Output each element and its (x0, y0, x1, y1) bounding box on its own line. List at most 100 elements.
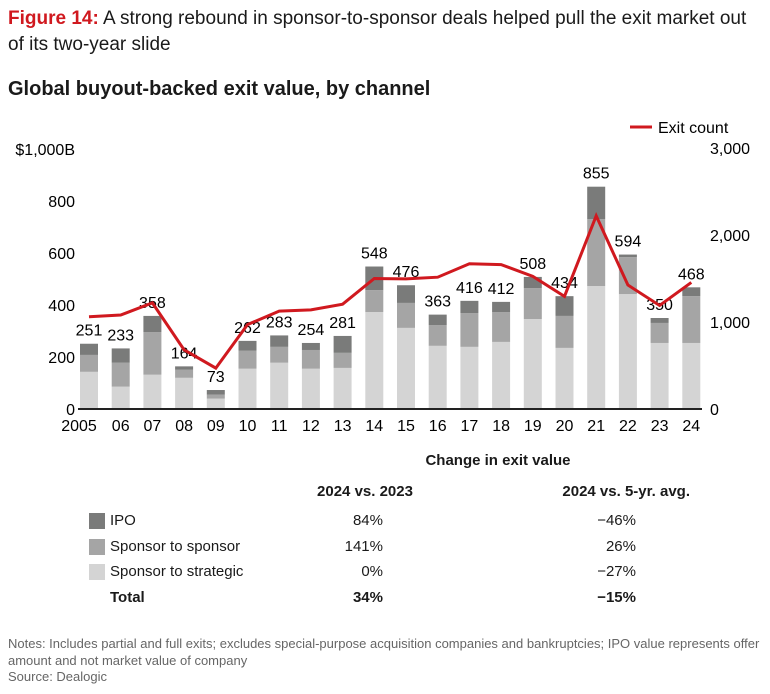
total-label: 251 (76, 323, 103, 340)
total-label: 416 (456, 280, 483, 297)
bar-ipo (175, 366, 194, 370)
x-tick: 07 (144, 418, 162, 435)
bar-sponsor-to-strategic (80, 371, 98, 409)
bar-sponsor-to-sponsor (492, 312, 511, 342)
total-label: 548 (361, 246, 388, 263)
bar-ipo (587, 186, 606, 220)
bar-sponsor-to-strategic (270, 362, 289, 409)
bar-ipo (333, 335, 352, 353)
bar-sponsor-to-sponsor (175, 369, 194, 378)
bar-sponsor-to-strategic (333, 367, 352, 409)
bar-sponsor-to-strategic (238, 368, 257, 409)
total-label: 164 (171, 345, 198, 362)
table-row-v1: 34% (352, 588, 383, 606)
bar-sponsor-to-strategic (301, 368, 320, 409)
bar-ipo (460, 300, 479, 314)
table-row-label: Sponsor to sponsor (110, 537, 241, 555)
total-label: 281 (329, 315, 356, 332)
table-col2-header: 2024 vs. 5-yr. avg. (562, 483, 690, 500)
bar-sponsor-to-strategic (365, 312, 384, 409)
x-tick: 15 (397, 418, 415, 435)
bar-ipo (270, 335, 289, 347)
bar-sponsor-to-strategic (650, 342, 669, 409)
bar-sponsor-to-sponsor (428, 325, 447, 346)
bar-sponsor-to-sponsor (618, 257, 637, 295)
x-tick: 23 (651, 418, 669, 435)
bar-sponsor-to-sponsor (238, 350, 257, 369)
y-right-tick: 1,000 (710, 315, 750, 332)
bar-ipo (428, 314, 447, 326)
y-left-tick: 800 (48, 194, 75, 211)
bar-sponsor-to-strategic (460, 346, 479, 409)
bar-ipo (301, 342, 320, 350)
table-heading: Change in exit value (425, 452, 571, 469)
total-label: 412 (488, 281, 515, 298)
figure-label: Figure 14: (8, 8, 99, 29)
bar-sponsor-to-sponsor (206, 394, 225, 399)
bar-sponsor-to-strategic (111, 386, 130, 409)
y-right-tick: 2,000 (710, 228, 750, 245)
x-tick: 22 (619, 418, 637, 435)
total-label: 855 (583, 166, 610, 183)
legend-swatch (89, 538, 105, 555)
total-label: 233 (107, 327, 134, 344)
bar-sponsor-to-sponsor (365, 290, 384, 313)
bar-ipo (492, 301, 511, 313)
bar-sponsor-to-sponsor (301, 349, 320, 369)
bar-sponsor-to-sponsor (523, 288, 542, 320)
total-label: 254 (298, 322, 325, 339)
y-left-tick: $1,000B (15, 142, 75, 159)
bar-sponsor-to-sponsor (460, 313, 479, 347)
bar-sponsor-to-sponsor (111, 362, 130, 387)
bar-ipo (682, 287, 701, 297)
bar-sponsor-to-strategic (206, 398, 225, 409)
y-left-tick: 0 (66, 402, 75, 419)
table-row-v2: −46% (597, 512, 636, 529)
total-label: 262 (234, 320, 261, 337)
bar-sponsor-to-strategic (523, 319, 542, 409)
x-tick: 20 (556, 418, 574, 435)
bar-ipo (618, 254, 637, 258)
total-label: 283 (266, 314, 293, 331)
bar-ipo (523, 276, 542, 289)
bar-sponsor-to-strategic (492, 341, 511, 409)
figure-title: Figure 14: A strong rebound in sponsor-t… (8, 6, 758, 58)
chart: 0200400600800$1,000B01,0002,0003,0002512… (15, 120, 750, 435)
bar-sponsor-to-sponsor (682, 296, 701, 343)
bar-ipo (143, 315, 162, 333)
table-col1-header: 2024 vs. 2023 (317, 483, 413, 500)
table-row-v2: −15% (597, 588, 636, 606)
y-right-tick: 3,000 (710, 141, 750, 158)
total-label: 468 (678, 266, 705, 283)
legend-swatch (89, 564, 105, 580)
x-tick: 11 (271, 418, 288, 435)
x-tick: 08 (175, 418, 193, 435)
total-label: 476 (393, 264, 420, 281)
table-row-label: IPO (110, 512, 136, 529)
bar-ipo (397, 285, 415, 303)
bar-sponsor-to-sponsor (555, 315, 574, 348)
table-row-label: Total (110, 588, 145, 606)
bar-sponsor-to-sponsor (650, 322, 669, 343)
x-tick: 14 (365, 418, 383, 435)
total-label: 73 (207, 369, 225, 386)
bar-sponsor-to-sponsor (587, 219, 606, 287)
x-tick: 16 (429, 418, 447, 435)
table-row-label: Sponsor to strategic (110, 563, 244, 580)
table-row-v2: 26% (605, 537, 636, 555)
x-tick: 17 (461, 418, 479, 435)
x-tick: 21 (587, 418, 605, 435)
y-left-tick: 400 (48, 298, 75, 315)
bar-ipo (238, 340, 257, 351)
bar-sponsor-to-sponsor (333, 352, 352, 368)
total-label: 363 (424, 294, 451, 311)
x-tick: 12 (302, 418, 320, 435)
total-label: 508 (519, 256, 546, 273)
chart-title: Global buyout-backed exit value, by chan… (8, 78, 431, 100)
bar-ipo (650, 318, 669, 323)
bar-ipo (80, 343, 98, 355)
y-left-tick: 200 (48, 350, 75, 367)
bar-sponsor-to-sponsor (397, 302, 415, 328)
source-text: Source: Dealogic (8, 669, 107, 684)
bar-sponsor-to-sponsor (270, 346, 289, 363)
